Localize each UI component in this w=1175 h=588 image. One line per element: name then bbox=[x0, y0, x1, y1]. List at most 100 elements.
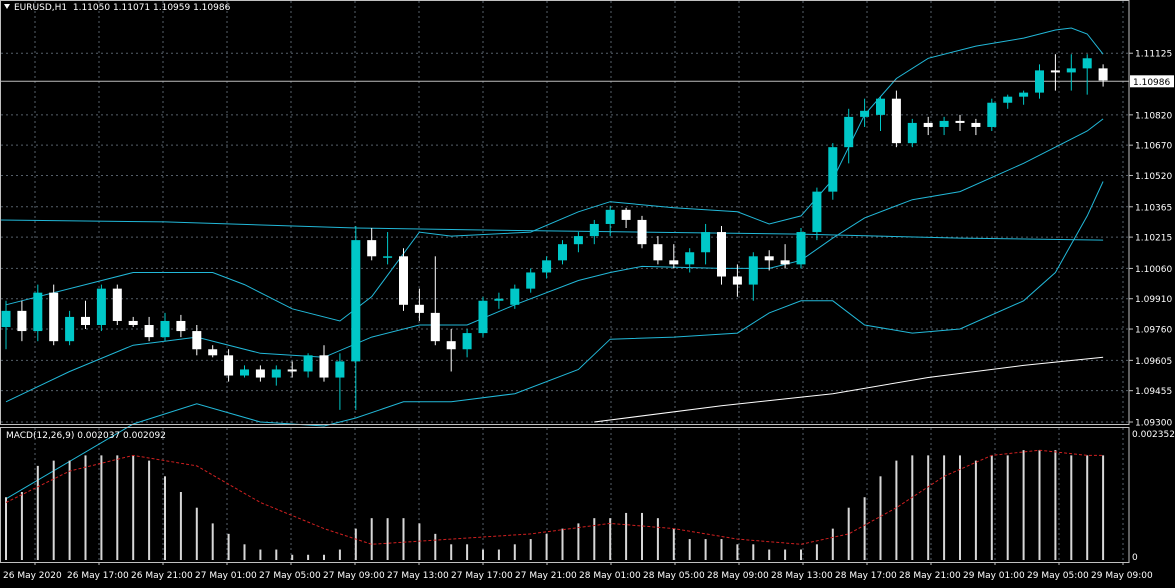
candle[interactable] bbox=[748, 252, 758, 301]
candle[interactable] bbox=[732, 264, 742, 297]
candle[interactable] bbox=[558, 240, 567, 265]
candle[interactable] bbox=[621, 207, 631, 229]
candle[interactable] bbox=[1098, 64, 1108, 87]
bollinger-middle bbox=[5, 118, 1104, 403]
candle[interactable] bbox=[1, 300, 11, 350]
candle[interactable] bbox=[605, 205, 615, 237]
chart-header: EURUSD,H1 1.11050 1.11071 1.10959 1.1098… bbox=[4, 3, 230, 13]
candle[interactable] bbox=[955, 114, 965, 132]
candle[interactable] bbox=[589, 219, 599, 245]
candle[interactable] bbox=[33, 284, 43, 342]
candle[interactable] bbox=[1050, 54, 1060, 91]
moving-average-white bbox=[594, 356, 1104, 423]
candle[interactable] bbox=[717, 225, 726, 285]
candle-body bbox=[573, 236, 583, 245]
candle[interactable] bbox=[1019, 90, 1029, 105]
candle[interactable] bbox=[510, 284, 520, 309]
candle[interactable] bbox=[383, 232, 393, 265]
symbol-label: EURUSD,H1 bbox=[14, 3, 68, 13]
price-tick-label: 1.11125 bbox=[1135, 50, 1172, 60]
candle[interactable] bbox=[240, 365, 249, 378]
candle-body bbox=[255, 369, 265, 378]
candle[interactable] bbox=[430, 256, 440, 346]
candle[interactable] bbox=[128, 316, 138, 328]
candle[interactable] bbox=[176, 314, 186, 338]
candle[interactable] bbox=[112, 284, 122, 326]
candle[interactable] bbox=[939, 116, 949, 136]
candle[interactable] bbox=[367, 228, 377, 261]
candle[interactable] bbox=[255, 365, 265, 382]
price-tick-label: 1.10520 bbox=[1135, 172, 1172, 182]
candle-body bbox=[653, 244, 663, 261]
candle[interactable] bbox=[287, 361, 297, 378]
candle[interactable] bbox=[796, 228, 806, 269]
candle-body bbox=[939, 120, 949, 127]
candle-body bbox=[462, 333, 472, 350]
candle-body bbox=[526, 272, 536, 289]
candle[interactable] bbox=[860, 98, 870, 127]
ohlc-readout: 1.11050 1.11071 1.10959 1.10986 bbox=[72, 3, 231, 13]
candle[interactable] bbox=[764, 250, 774, 271]
candle[interactable] bbox=[96, 284, 106, 332]
bollinger-upper bbox=[5, 27, 1104, 322]
chevron-down-icon[interactable] bbox=[4, 4, 10, 9]
candle[interactable] bbox=[319, 345, 329, 382]
candle-body bbox=[923, 122, 933, 127]
candle[interactable] bbox=[494, 292, 504, 309]
candle[interactable] bbox=[17, 300, 27, 342]
candle[interactable] bbox=[65, 310, 75, 346]
candle[interactable] bbox=[303, 353, 313, 378]
candle-body bbox=[1003, 96, 1013, 103]
macd-pane-border bbox=[0, 427, 1130, 563]
candle-body bbox=[478, 300, 488, 334]
candle[interactable] bbox=[573, 232, 583, 253]
candle[interactable] bbox=[526, 268, 536, 293]
candle[interactable] bbox=[478, 296, 488, 338]
candle-body bbox=[351, 240, 361, 362]
candle[interactable] bbox=[987, 98, 997, 132]
candle[interactable] bbox=[446, 329, 456, 372]
time-tick-label: 28 May 05:00 bbox=[643, 571, 705, 581]
candle[interactable] bbox=[971, 118, 981, 136]
candle[interactable] bbox=[160, 312, 170, 342]
candle[interactable] bbox=[49, 284, 59, 346]
candle[interactable] bbox=[271, 365, 281, 386]
candle[interactable] bbox=[685, 248, 695, 273]
candle[interactable] bbox=[335, 353, 345, 410]
candle[interactable] bbox=[542, 256, 552, 279]
candle[interactable] bbox=[144, 316, 154, 342]
candle[interactable] bbox=[1035, 64, 1044, 99]
candle[interactable] bbox=[812, 187, 822, 241]
candle-body bbox=[717, 232, 726, 277]
candle[interactable] bbox=[1082, 54, 1092, 95]
candle[interactable] bbox=[653, 236, 663, 265]
candlestick-series[interactable] bbox=[1, 54, 1108, 410]
candle[interactable] bbox=[828, 143, 838, 200]
candle-body bbox=[367, 240, 377, 257]
candle[interactable] bbox=[224, 349, 234, 382]
candle[interactable] bbox=[701, 223, 711, 265]
candle[interactable] bbox=[907, 118, 917, 148]
time-tick-label: 29 May 09:00 bbox=[1091, 571, 1153, 581]
candle[interactable] bbox=[399, 248, 408, 311]
candle[interactable] bbox=[923, 116, 933, 136]
candle[interactable] bbox=[844, 108, 854, 164]
candle[interactable] bbox=[891, 90, 901, 148]
candle[interactable] bbox=[876, 96, 885, 132]
candle[interactable] bbox=[780, 244, 790, 269]
candle[interactable] bbox=[1003, 94, 1013, 109]
candle-body bbox=[33, 292, 43, 332]
candle[interactable] bbox=[462, 329, 472, 358]
macd-axis-zero-label: 0 bbox=[1132, 553, 1138, 563]
candle[interactable] bbox=[637, 215, 647, 249]
candle[interactable] bbox=[192, 325, 202, 356]
candle[interactable] bbox=[81, 300, 90, 330]
candle[interactable] bbox=[414, 288, 424, 321]
candle[interactable] bbox=[351, 225, 361, 410]
candle[interactable] bbox=[208, 345, 218, 358]
candle[interactable] bbox=[669, 244, 679, 269]
candle-body bbox=[303, 355, 313, 372]
candle[interactable] bbox=[1066, 54, 1076, 91]
